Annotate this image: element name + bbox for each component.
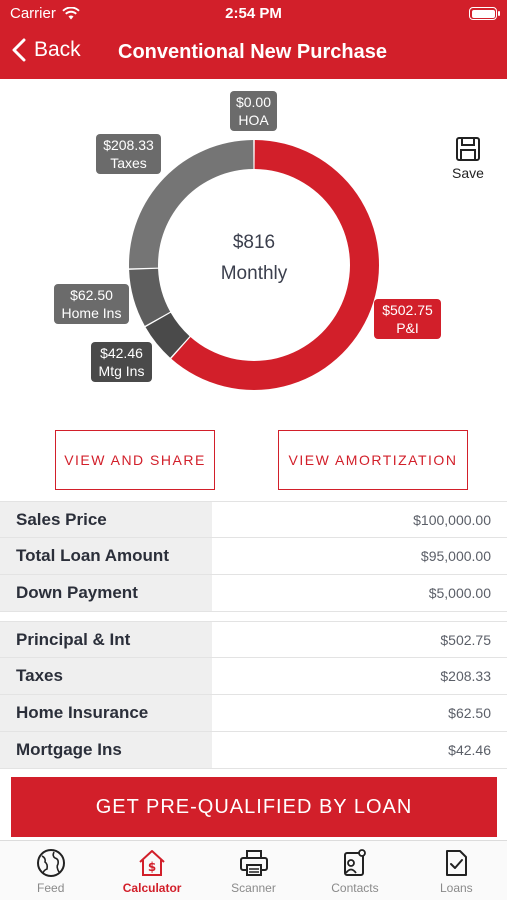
table-row[interactable]: Mortgage Ins $42.46 <box>0 732 507 769</box>
row-label: Total Loan Amount <box>0 538 212 574</box>
pi-label: P&I <box>396 320 419 336</box>
table-row[interactable]: Principal & Int $502.75 <box>0 621 507 658</box>
pi-value: $502.75 <box>382 302 433 318</box>
donut-chart <box>129 140 379 391</box>
donut-slice-taxes <box>129 140 254 269</box>
nav-bar: Back Conventional New Purchase <box>0 28 507 79</box>
tab-label: Feed <box>37 881 65 895</box>
tab-feed[interactable]: Feed <box>0 841 101 900</box>
table-row[interactable]: Taxes $208.33 <box>0 658 507 695</box>
pi-tag: $502.75 P&I <box>374 299 441 339</box>
save-label: Save <box>452 165 484 181</box>
tab-label: Loans <box>439 881 473 895</box>
globe-icon <box>36 849 65 877</box>
app-header: Carrier 2:54 PM Back Conventional New Pu… <box>0 0 507 79</box>
tab-label: Contacts <box>331 881 379 895</box>
row-value: $502.75 <box>440 631 491 648</box>
table-row[interactable]: Home Insurance $62.50 <box>0 695 507 732</box>
row-label: Mortgage Ins <box>0 732 212 768</box>
row-value: $42.46 <box>448 742 491 758</box>
donut-slice-mtg-ins <box>145 312 190 358</box>
tab-bar: Feed $ Calculator Scanner Contacts <box>0 840 507 900</box>
row-value: $62.50 <box>448 705 491 721</box>
row-label: Taxes <box>0 658 212 694</box>
mtg-ins-label: Mtg Ins <box>98 363 145 379</box>
carrier-label: Carrier <box>10 5 56 22</box>
view-and-share-button[interactable]: VIEW AND SHARE <box>55 430 215 490</box>
hoa-tag: $0.00 HOA <box>230 91 277 131</box>
mtg-ins-tag: $42.46 Mtg Ins <box>91 342 152 382</box>
home-ins-value: $62.50 <box>70 287 113 303</box>
view-amortization-button[interactable]: VIEW AMORTIZATION <box>278 430 468 490</box>
table-row[interactable]: Sales Price $100,000.00 <box>0 501 507 538</box>
battery-icon <box>469 7 500 20</box>
row-label: Down Payment <box>0 575 212 611</box>
home-ins-label: Home Ins <box>61 305 122 321</box>
tab-contacts[interactable]: Contacts <box>304 841 405 900</box>
loan-summary-table: Sales Price $100,000.00 Total Loan Amoun… <box>0 501 507 612</box>
tab-label: Calculator <box>122 881 182 895</box>
taxes-value: $208.33 <box>103 137 154 153</box>
payment-breakdown-table: Principal & Int $502.75 Taxes $208.33 Ho… <box>0 621 507 769</box>
row-label: Principal & Int <box>0 622 212 657</box>
monthly-total: $816 <box>232 232 276 253</box>
tab-calculator[interactable]: $ Calculator <box>101 841 202 900</box>
contacts-icon <box>343 849 366 876</box>
hoa-value: $0.00 <box>235 94 272 110</box>
status-bar: Carrier 2:54 PM <box>0 0 507 28</box>
house-dollar-icon: $ <box>139 850 165 876</box>
get-prequalified-button[interactable]: GET PRE-QUALIFIED BY LOAN <box>11 777 497 837</box>
row-value: $208.33 <box>440 668 491 684</box>
save-button[interactable]: Save <box>448 136 488 181</box>
row-label: Sales Price <box>0 502 212 537</box>
back-label: Back <box>34 38 81 61</box>
tab-label: Scanner <box>231 881 276 895</box>
home-ins-tag: $62.50 Home Ins <box>54 284 129 324</box>
monthly-label: Monthly <box>220 263 288 284</box>
document-check-icon <box>446 850 468 876</box>
tab-loans[interactable]: Loans <box>406 841 507 900</box>
taxes-tag: $208.33 Taxes <box>96 134 161 174</box>
taxes-label: Taxes <box>110 155 147 171</box>
tab-scanner[interactable]: Scanner <box>203 841 304 900</box>
page-title: Conventional New Purchase <box>118 41 387 63</box>
carrier-info: Carrier <box>10 5 80 22</box>
wifi-icon <box>62 7 80 20</box>
payment-chart: $816 Monthly $0.00 HOA $208.33 Taxes $62… <box>0 79 507 419</box>
save-icon <box>456 137 480 161</box>
row-value: $95,000.00 <box>420 548 491 564</box>
donut-slice-home-ins <box>129 268 171 326</box>
chevron-left-icon <box>12 38 26 62</box>
donut-slice-p-i <box>171 140 379 391</box>
svg-text:$: $ <box>148 860 156 874</box>
row-label: Home Insurance <box>0 695 212 731</box>
table-row[interactable]: Total Loan Amount $95,000.00 <box>0 538 507 575</box>
back-button[interactable]: Back <box>12 38 81 62</box>
row-value: $5,000.00 <box>428 585 491 601</box>
mtg-ins-value: $42.46 <box>100 345 143 361</box>
hoa-label: HOA <box>238 112 269 128</box>
table-row[interactable]: Down Payment $5,000.00 <box>0 575 507 612</box>
printer-icon <box>239 850 268 876</box>
clock: 2:54 PM <box>225 5 282 22</box>
row-value: $100,000.00 <box>413 511 491 528</box>
